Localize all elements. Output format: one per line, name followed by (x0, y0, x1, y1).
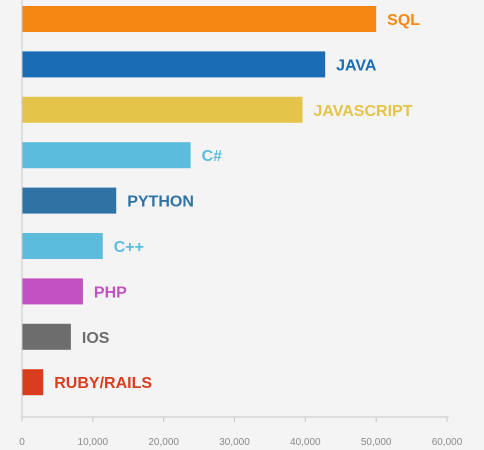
bar-label: PHP (94, 284, 127, 301)
x-tick-label: 30,000 (219, 437, 250, 448)
bar-javascript (22, 96, 303, 123)
bar-java (22, 51, 326, 78)
x-axis-ticks: 0 10,000 20,000 30,000 40,000 50,000 60,000 (19, 417, 463, 448)
x-tick-label: 0 (19, 437, 25, 448)
bar-c- (22, 142, 191, 169)
bar-label: RUBY/RAILS (54, 375, 152, 392)
bar-label: IOS (82, 330, 110, 347)
bar-sql (22, 6, 377, 32)
x-tick-label: 20,000 (148, 437, 179, 448)
x-tick-label: 40,000 (290, 437, 321, 448)
bar-c- (22, 233, 103, 259)
bar-python (22, 187, 117, 214)
bar-label: PYTHON (127, 194, 194, 211)
bar-label: JAVASCRIPT (314, 103, 413, 120)
x-tick-label: 60,000 (432, 437, 463, 448)
x-tick-label: 50,000 (361, 437, 392, 448)
x-tick-label: 10,000 (78, 437, 109, 448)
bar-label: JAVA (336, 57, 377, 74)
bar-label: SQL (387, 12, 420, 29)
bar-ios (22, 323, 71, 350)
bar-label: C++ (114, 239, 144, 256)
bar-ruby-rails (22, 369, 44, 396)
bars-group: SQL JAVA JAVASCRIPT C# PYTHON C++ PHP IOS RUBY/R… (22, 6, 420, 396)
bar-php (22, 278, 83, 305)
bar-label: C# (202, 148, 223, 165)
